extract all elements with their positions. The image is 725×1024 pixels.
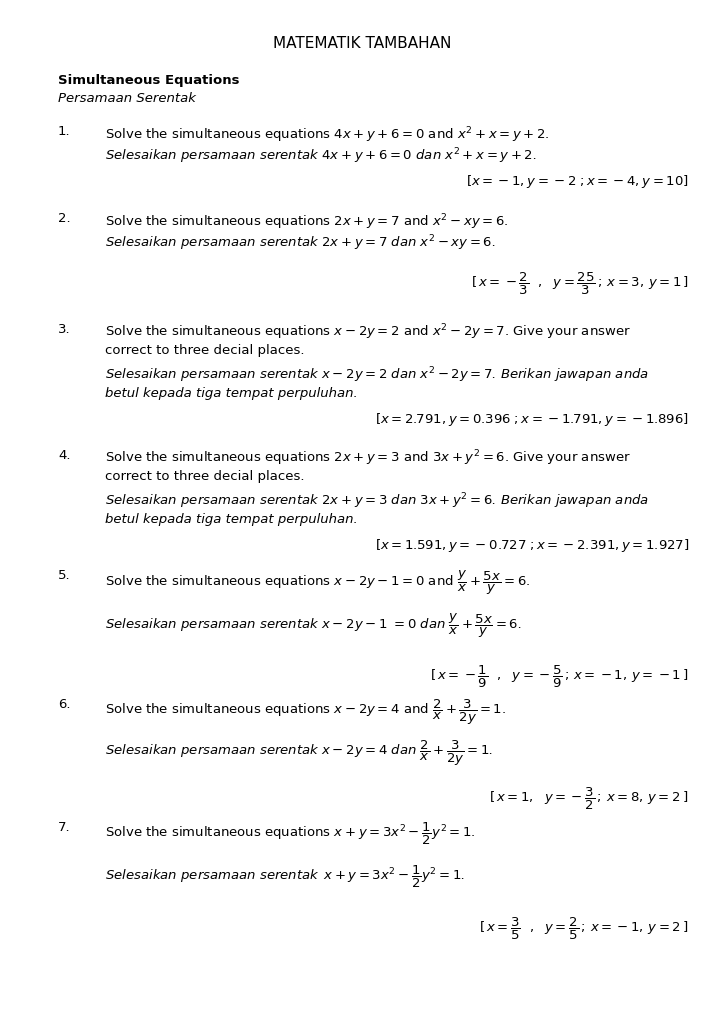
Text: $[\, x = -\dfrac{1}{9}\ \ ,\ \ y = -\dfrac{5}{9} \, ; \, x = -1, \, y = -1 \,]$: $[\, x = -\dfrac{1}{9}\ \ ,\ \ y = -\dfr… <box>431 664 689 690</box>
Text: $[x = 1.591, y = -0.727 \; ; x = -2.391, y = 1.927]$: $[x = 1.591, y = -0.727 \; ; x = -2.391,… <box>375 537 689 554</box>
Text: Solve the simultaneous equations $2x + y = 7$ and $x^2 - xy = 6$.: Solve the simultaneous equations $2x + y… <box>105 212 509 231</box>
Text: Selesaikan persamaan serentak $\,x + y = 3x^2 - \dfrac{1}{2}y^2 = 1$.: Selesaikan persamaan serentak $\,x + y =… <box>105 864 465 891</box>
Text: betul kepada tiga tempat perpuluhan.: betul kepada tiga tempat perpuluhan. <box>105 387 358 400</box>
Text: MATEMATIK TAMBAHAN: MATEMATIK TAMBAHAN <box>273 36 452 51</box>
Text: 2.: 2. <box>58 212 70 225</box>
Text: 7.: 7. <box>58 821 70 835</box>
Text: Solve the simultaneous equations $x - 2y - 1 = 0$ and $\dfrac{y}{x} + \dfrac{5x}: Solve the simultaneous equations $x - 2y… <box>105 569 531 597</box>
Text: Selesaikan persamaan serentak $x - 2y = 4$ $dan$ $\dfrac{2}{x} + \dfrac{3}{2y} =: Selesaikan persamaan serentak $x - 2y = … <box>105 739 494 768</box>
Text: Solve the simultaneous equations $x + y = 3x^2 - \dfrac{1}{2}y^2 = 1$.: Solve the simultaneous equations $x + y … <box>105 821 476 848</box>
Text: 5.: 5. <box>58 569 70 583</box>
Text: $[\, x = \dfrac{3}{5}\ \ ,\ \ y = \dfrac{2}{5} \, ; \, x = -1, \, y = 2 \,]$: $[\, x = \dfrac{3}{5}\ \ ,\ \ y = \dfrac… <box>479 915 689 942</box>
Text: $[x = 2.791, y = 0.396 \; ; x = -1.791, y = -1.896]$: $[x = 2.791, y = 0.396 \; ; x = -1.791, … <box>375 411 689 428</box>
Text: 3.: 3. <box>58 323 70 336</box>
Text: Selesaikan persamaan serentak $4x + y + 6 = 0$ $dan$ $x^2 + x = y + 2$.: Selesaikan persamaan serentak $4x + y + … <box>105 146 536 166</box>
Text: correct to three decial places.: correct to three decial places. <box>105 470 304 483</box>
Text: $[ \, x = -\dfrac{2}{3}\ \ ,\ \ y = \dfrac{25}{3} \, ; \, x = 3, \, y = 1 \, ]$: $[ \, x = -\dfrac{2}{3}\ \ ,\ \ y = \dfr… <box>471 271 689 298</box>
Text: Selesaikan persamaan serentak $2x + y = 7$ $dan$ $x^2 - xy = 6$.: Selesaikan persamaan serentak $2x + y = … <box>105 233 496 253</box>
Text: Solve the simultaneous equations $x - 2y = 4$ and $\dfrac{2}{x} + \dfrac{3}{2y} : Solve the simultaneous equations $x - 2y… <box>105 698 506 727</box>
Text: Solve the simultaneous equations $x - 2y = 2$ and $x^2 - 2y = 7$. Give your answ: Solve the simultaneous equations $x - 2y… <box>105 323 631 342</box>
Text: Selesaikan persamaan serentak $x - 2y - 1\ = 0$ $dan$ $\dfrac{y}{x} + \dfrac{5x}: Selesaikan persamaan serentak $x - 2y - … <box>105 612 522 640</box>
Text: Persamaan Serentak: Persamaan Serentak <box>58 92 196 105</box>
Text: 4.: 4. <box>58 449 70 462</box>
Text: Solve the simultaneous equations $2x + y = 3$ and $3x + y^2 = 6$. Give your answ: Solve the simultaneous equations $2x + y… <box>105 449 631 468</box>
Text: correct to three decial places.: correct to three decial places. <box>105 344 304 357</box>
Text: Simultaneous Equations: Simultaneous Equations <box>58 74 239 87</box>
Text: $[x = -1, y = -2 \; ; x = -4, y = 10]$: $[x = -1, y = -2 \; ; x = -4, y = 10]$ <box>466 173 689 190</box>
Text: Solve the simultaneous equations $4x + y + 6 = 0$ and $x^2 + x = y + 2$.: Solve the simultaneous equations $4x + y… <box>105 125 550 144</box>
Text: Selesaikan persamaan serentak $2x + y = 3$ $dan$ $3x + y^2 = 6$. Berikan jawapan: Selesaikan persamaan serentak $2x + y = … <box>105 492 650 511</box>
Text: Selesaikan persamaan serentak $x - 2y = 2$ $dan$ $x^2 - 2y = 7$. Berikan jawapan: Selesaikan persamaan serentak $x - 2y = … <box>105 366 650 385</box>
Text: $[\, x = 1, \ \ y = -\dfrac{3}{2} \, ; \, x = 8, \, y = 2 \,]$: $[\, x = 1, \ \ y = -\dfrac{3}{2} \, ; \… <box>489 785 689 812</box>
Text: 6.: 6. <box>58 698 70 712</box>
Text: betul kepada tiga tempat perpuluhan.: betul kepada tiga tempat perpuluhan. <box>105 513 358 526</box>
Text: 1.: 1. <box>58 125 70 138</box>
